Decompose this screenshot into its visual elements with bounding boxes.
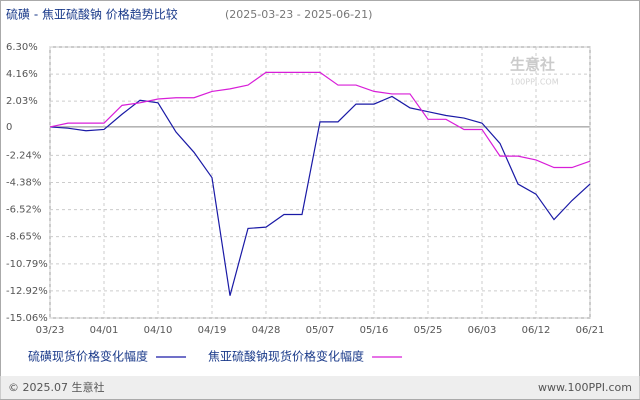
y-tick-label: -8.65% <box>6 232 41 243</box>
footer-bar <box>0 376 640 399</box>
series-line <box>49 71 591 169</box>
x-tick-label: 05/16 <box>360 325 389 336</box>
watermark: 生意社 100PPI.COM <box>510 56 559 87</box>
y-tick-label: 0 <box>6 122 12 133</box>
watermark-name: 生意社 <box>510 56 555 74</box>
chart-subtitle: (2025-03-23 - 2025-06-21) <box>225 8 372 21</box>
x-tick-label: 04/01 <box>90 325 119 336</box>
chart-title: 硫磺 - 焦亚硫酸钠 价格趋势比较 <box>6 7 178 22</box>
footer-copyright: © 2025.07 生意社 <box>8 380 104 394</box>
y-tick-label: 4.16% <box>6 69 38 80</box>
legend-label: 硫磺现货价格变化幅度 <box>28 349 148 364</box>
y-tick-label: -12.92% <box>6 286 48 297</box>
y-tick-label: -10.79% <box>6 259 48 270</box>
x-tick-label: 06/21 <box>576 325 605 336</box>
watermark-site: 100PPI.COM <box>510 78 559 87</box>
x-tick-label: 04/19 <box>198 325 227 336</box>
footer-url: www.100PPI.com <box>538 381 632 394</box>
x-tick-label: 04/28 <box>252 325 281 336</box>
y-tick-label: -4.38% <box>6 178 41 189</box>
y-tick-label: -6.52% <box>6 205 41 216</box>
y-tick-label: -15.06% <box>6 313 48 324</box>
legend-label: 焦亚硫酸钠现货价格变化幅度 <box>208 349 364 364</box>
x-tick-label: 04/10 <box>144 325 173 336</box>
y-tick-label: -2.24% <box>6 150 41 161</box>
series-line <box>49 95 591 296</box>
y-tick-label: 2.03% <box>6 96 38 107</box>
x-tick-label: 06/03 <box>468 325 497 336</box>
x-tick-label: 03/23 <box>36 325 65 336</box>
x-tick-label: 05/07 <box>306 325 335 336</box>
x-tick-label: 05/25 <box>414 325 443 336</box>
x-tick-label: 06/12 <box>522 325 551 336</box>
y-tick-label: 6.30% <box>6 42 38 53</box>
